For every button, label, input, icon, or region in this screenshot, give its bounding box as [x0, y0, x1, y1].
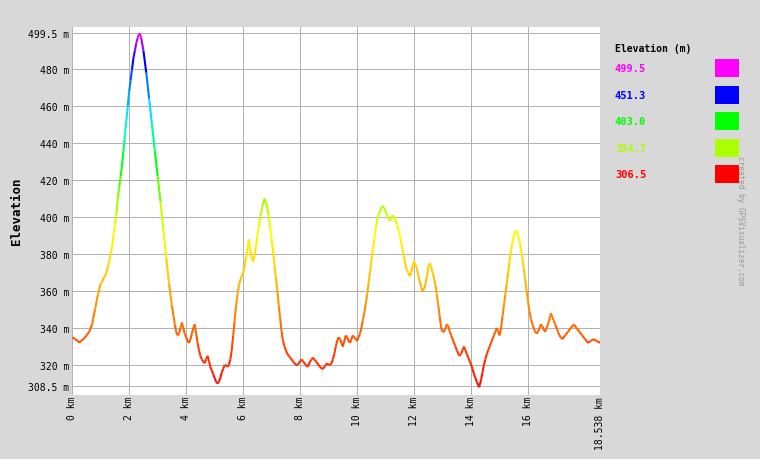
- Text: 354.7: 354.7: [615, 143, 646, 153]
- Text: Elevation (m): Elevation (m): [615, 44, 691, 54]
- Y-axis label: Elevation: Elevation: [10, 178, 23, 245]
- Text: 499.5: 499.5: [615, 64, 646, 74]
- Text: created by GPSVisualizer.com: created by GPSVisualizer.com: [736, 156, 746, 285]
- Bar: [714, 166, 739, 184]
- Text: 451.3: 451.3: [615, 90, 646, 101]
- Bar: [714, 60, 739, 78]
- Text: 306.5: 306.5: [615, 170, 646, 180]
- Bar: [714, 113, 739, 131]
- Text: 403.0: 403.0: [615, 117, 646, 127]
- Bar: [714, 140, 739, 157]
- Bar: [714, 87, 739, 104]
